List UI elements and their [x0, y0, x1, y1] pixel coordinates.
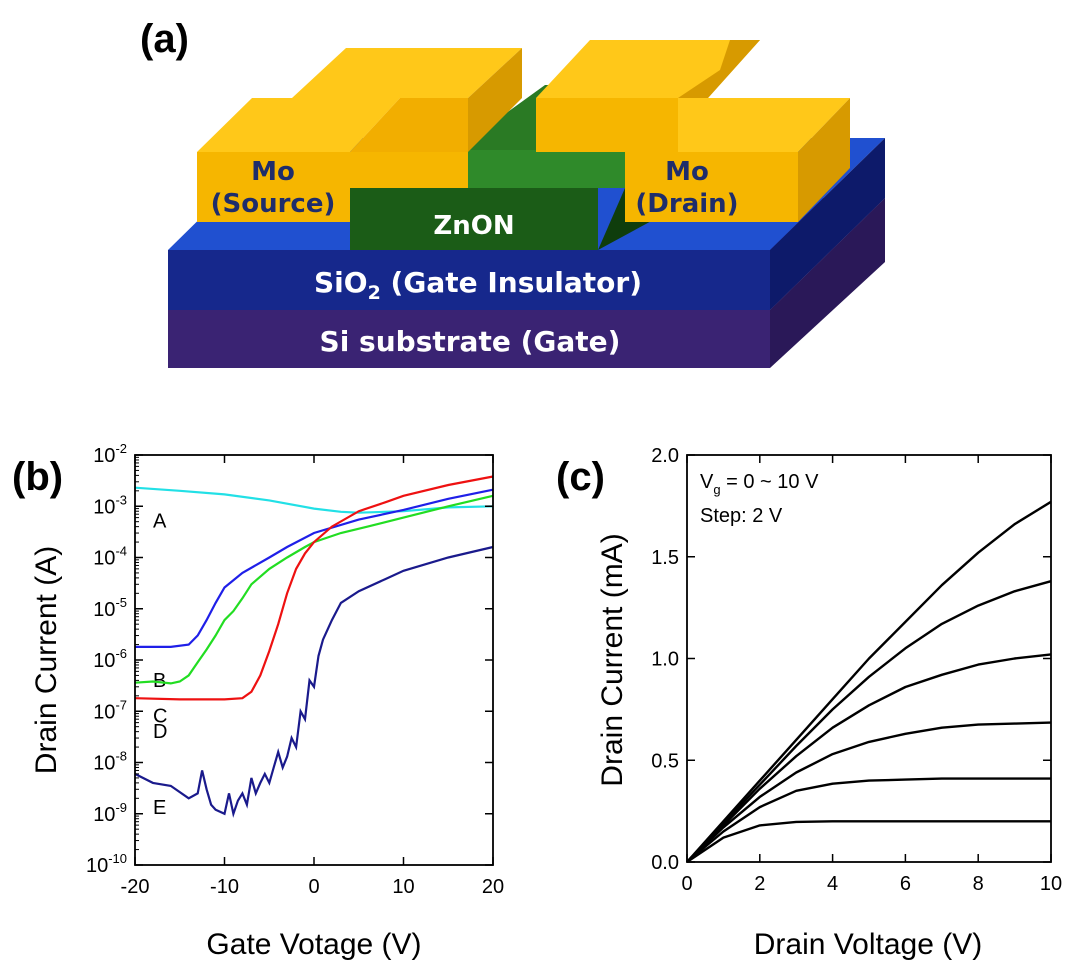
sio2-label: SiO2 (Gate Insulator): [314, 266, 642, 304]
curve-label-C: C: [153, 706, 167, 728]
output-y-tick-label: 1.5: [651, 547, 679, 569]
mo-source-top-back: [292, 48, 522, 98]
transfer-y-tick-label: 10-4: [93, 544, 127, 570]
transfer-axes: -20 -10 0 10 20 10-10 10-9 10-8 10-7 10-6 10-5 10-4…: [86, 441, 504, 898]
curve-label-E: E: [153, 797, 166, 819]
transfer-curve-C: [134, 494, 494, 685]
curve-label-A: A: [153, 511, 167, 533]
output-x-tick-label: 6: [900, 873, 911, 895]
vg-annotation: Vg = 0 ~ 10 V: [700, 471, 819, 497]
transfer-y-tick-label: 10-7: [93, 697, 127, 723]
mo-source-step: [350, 98, 468, 152]
transfer-curve-D: [134, 475, 494, 701]
mo-source-front: [197, 152, 350, 222]
transfer-x-tick-label: -10: [210, 876, 239, 898]
transfer-x-tick-label: -20: [121, 876, 150, 898]
output-chart: (c) 0 2 4 6 8 10 0.0 0.5 1.0 1.5 2.0 Vg = 0 ~ 10 V…: [556, 445, 1062, 961]
mo-drain-side: [798, 98, 850, 222]
output-y-tick-label: 0.5: [651, 750, 679, 772]
transfer-x-axis-title: Gate Votage (V): [206, 928, 421, 961]
output-y-axis-title: Drain Current (mA): [596, 533, 629, 786]
mo-source-front-upper: [350, 152, 468, 188]
transfer-y-tick-label: 10-2: [93, 441, 127, 467]
si-substrate-side: [770, 198, 885, 368]
output-curve-1: [686, 777, 1051, 863]
si-substrate-front: [168, 310, 770, 368]
transfer-x-tick-label: 0: [308, 876, 319, 898]
transfer-y-tick-label: 10-3: [93, 492, 127, 518]
output-plot-area: [686, 500, 1052, 863]
panel-a-label: (a): [140, 17, 189, 61]
curve-label-D: D: [153, 721, 167, 743]
transfer-y-tick-label: 10-8: [93, 749, 127, 775]
mo-source-side: [468, 48, 522, 152]
transfer-plot-frame: [134, 454, 494, 866]
si-substrate-label: Si substrate (Gate): [320, 325, 621, 358]
output-y-tick-label: 0.0: [651, 852, 679, 874]
output-curve-5: [686, 500, 1052, 863]
output-curve-4: [686, 580, 1052, 863]
transfer-curve-A: [134, 486, 494, 514]
panel-b-label: (b): [12, 455, 63, 499]
transfer-chart: (b) A BCD E -20 -10 0 10 20 10-10 10-9 10-8 10-7 10…: [12, 441, 504, 961]
output-x-axis-title: Drain Voltage (V): [754, 928, 982, 961]
step-annotation: Step: 2 V: [700, 505, 783, 527]
transfer-y-axis-title: Drain Current (A): [30, 546, 63, 774]
mo-drain-inner-slope: [678, 40, 760, 98]
mo-source-top: [197, 98, 400, 152]
output-x-tick-label: 0: [681, 873, 692, 895]
transfer-x-tick-label: 20: [482, 876, 504, 898]
output-curve-3: [686, 653, 1052, 863]
transfer-y-tick-label: 10-10: [86, 851, 127, 877]
sio2-front: [168, 250, 770, 310]
output-x-tick-label: 10: [1040, 873, 1062, 895]
transfer-y-tick-label: 10-5: [93, 595, 127, 621]
mo-drain-label-line2: (Drain): [635, 189, 738, 219]
output-y-tick-label: 2.0: [651, 445, 679, 467]
output-x-tick-label: 8: [973, 873, 984, 895]
znon-label: ZnON: [433, 211, 514, 241]
transfer-curve-E: [134, 545, 494, 818]
output-curve-0: [686, 820, 1051, 863]
curve-label-B: B: [153, 670, 166, 692]
mo-drain-top: [625, 98, 850, 152]
transfer-y-tick-label: 10-6: [93, 646, 127, 672]
transfer-curve-B: [135, 488, 494, 648]
mo-source-label-line2: (Source): [211, 189, 336, 219]
transfer-x-tick-label: 10: [392, 876, 414, 898]
output-curve-2: [686, 721, 1052, 863]
output-axes: 0 2 4 6 8 10 0.0 0.5 1.0 1.5 2.0: [651, 445, 1062, 895]
output-y-tick-label: 1.0: [651, 649, 679, 671]
mo-drain-front-upper: [536, 98, 678, 152]
sio2-side: [770, 138, 885, 310]
znon-front: [350, 188, 598, 250]
output-x-tick-label: 4: [827, 873, 838, 895]
transfer-plot-area: A BCD E: [134, 475, 494, 819]
output-x-tick-label: 2: [754, 873, 765, 895]
mo-source-label-line1: Mo: [251, 157, 295, 187]
mo-drain-front: [625, 152, 798, 222]
transfer-y-tick-label: 10-9: [93, 800, 127, 826]
panel-c-label: (c): [556, 455, 605, 499]
mo-drain-label-line1: Mo: [665, 157, 709, 187]
device-schematic: (a) Mo (Source) Mo (Drain) Zn: [140, 17, 885, 368]
